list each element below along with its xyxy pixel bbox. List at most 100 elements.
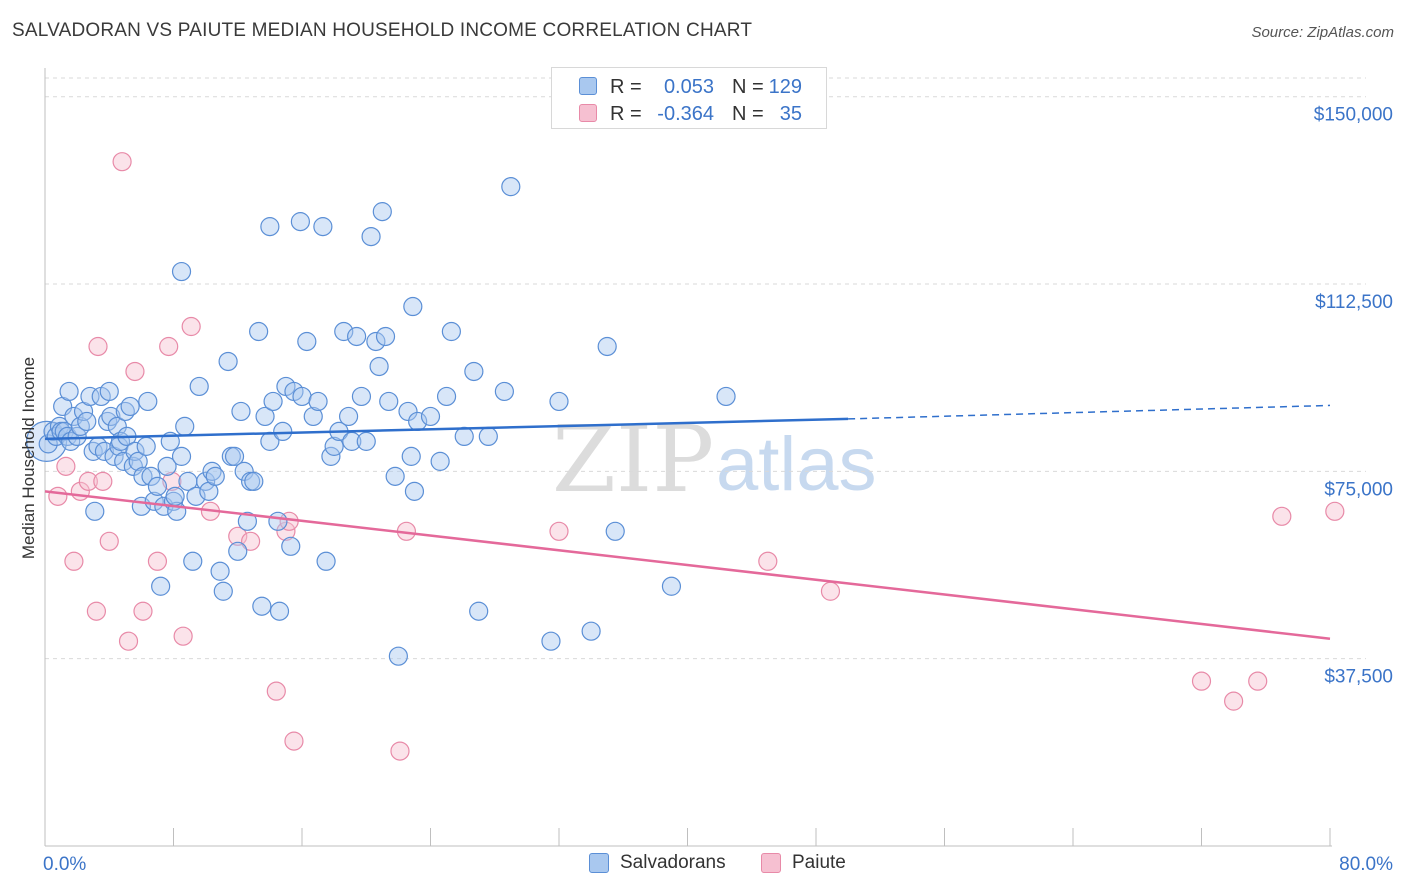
salvadorans-point (80, 386, 100, 407)
legend-label: Salvadorans (620, 852, 726, 873)
paiute-point (1224, 691, 1244, 711)
y-axis-label: Median Household Income (19, 357, 38, 559)
salvadorans-point (255, 406, 275, 427)
paiute-point (284, 731, 304, 751)
paiute-point (133, 601, 153, 621)
paiute-point (86, 601, 107, 621)
salvadorans-point (260, 217, 280, 237)
salvadorans-point (59, 381, 79, 402)
paiute-point (241, 531, 261, 551)
paiute-point (159, 336, 179, 357)
salvadorans-point (189, 376, 209, 397)
salvadorans-point (101, 406, 121, 427)
salvadorans-point (147, 476, 168, 496)
paiute-swatch (579, 104, 597, 122)
salvadorans-point (605, 521, 625, 541)
legend-r-value: 0.053 (663, 76, 714, 98)
legend-n-value: 129 (768, 76, 802, 98)
salvadorans-point (157, 456, 177, 476)
salvadorans-point (171, 261, 192, 282)
gridlines (45, 77, 1366, 660)
salvadorans-point (133, 466, 153, 486)
salvadorans-point (388, 646, 408, 666)
salvadorans-point (334, 321, 354, 342)
salvadorans-points (26, 177, 736, 666)
legend-r-value: -0.364 (657, 103, 714, 125)
salvadorans-point (210, 561, 230, 581)
paiute-point (266, 681, 286, 701)
tick-labels: $37,500 $75,000 $112,500 $150,000 0.0% 80.0% (43, 105, 1393, 875)
salvadorans-point (385, 466, 405, 486)
salvadorans-point (454, 426, 474, 446)
salvadorans-point (338, 406, 359, 427)
paiute-point (147, 551, 168, 571)
salvadorans-point (366, 331, 386, 352)
salvadorans-point (171, 446, 192, 466)
salvadorans-point (661, 576, 682, 596)
salvadorans-point (268, 511, 288, 531)
legend-r-label: R = (610, 76, 642, 98)
salvadorans-point (361, 226, 381, 247)
salvadorans-point (205, 466, 225, 486)
salvadorans-point (234, 461, 254, 481)
legend-label: Paiute (792, 852, 846, 873)
salvadorans-point (70, 416, 90, 437)
paiute-point (78, 471, 98, 491)
salvadorans-point (273, 421, 293, 442)
salvadorans-point (64, 406, 84, 427)
paiute-point (549, 521, 569, 541)
legend-row-salvadorans: R = 0.053 N = 129 (552, 74, 826, 100)
salvadorans-point (231, 401, 251, 422)
trend-lines (44, 404, 1331, 640)
salvadorans-point (136, 436, 156, 456)
salvadorans-swatch (579, 77, 597, 95)
salvadorans-point (263, 391, 283, 412)
salvadorans-point (356, 431, 376, 451)
salvadorans-point (379, 391, 399, 412)
salvadorans-point (375, 326, 396, 347)
salvadorans-point (351, 386, 372, 407)
salvadorans-point (303, 406, 323, 427)
salvadorans-point (292, 386, 312, 407)
paiute-point (93, 471, 113, 491)
salvadorans-point (316, 551, 336, 571)
salvadorans-point (249, 321, 269, 342)
watermark-atlas: atlas (716, 422, 877, 507)
paiute-point (112, 152, 132, 172)
paiute-point (88, 336, 108, 357)
paiute-point (56, 456, 76, 476)
salvadorans-point (430, 451, 450, 471)
paiute-point (125, 361, 145, 382)
salvadorans-point (441, 321, 461, 342)
paiute-point (118, 631, 139, 651)
salvadorans-point (94, 441, 115, 461)
chart-title: SALVADORAN VS PAIUTE MEDIAN HOUSEHOLD IN… (12, 20, 753, 41)
salvadorans-swatch (589, 853, 609, 873)
salvadorans-point (494, 381, 514, 402)
salvadorans-point (26, 420, 68, 462)
chart-source: Source: ZipAtlas.com (1251, 24, 1394, 41)
salvadorans-point (175, 416, 195, 437)
paiute-point (758, 551, 778, 571)
salvadorans-point (237, 511, 257, 531)
salvadorans-point (290, 212, 310, 232)
salvadorans-point (244, 471, 264, 491)
salvadorans-point (297, 331, 317, 352)
salvadorans-point (420, 406, 441, 427)
paiute-point (1191, 671, 1212, 691)
salvadorans-point (469, 601, 489, 621)
salvadorans-point (347, 326, 367, 347)
salvadorans-point (501, 177, 521, 197)
salvadorans-point (404, 481, 425, 501)
salvadorans-point (128, 451, 148, 471)
paiute-point (820, 581, 841, 601)
salvadorans-point (228, 541, 248, 561)
legend-row-paiute: R = -0.364 N = 35 (552, 101, 826, 127)
salvadorans-point (581, 621, 601, 641)
paiute-point (1248, 671, 1268, 691)
salvadorans-point (99, 381, 119, 402)
paiute-point (1325, 501, 1345, 521)
paiute-point (228, 526, 248, 546)
paiute-trend-line (44, 490, 1331, 640)
